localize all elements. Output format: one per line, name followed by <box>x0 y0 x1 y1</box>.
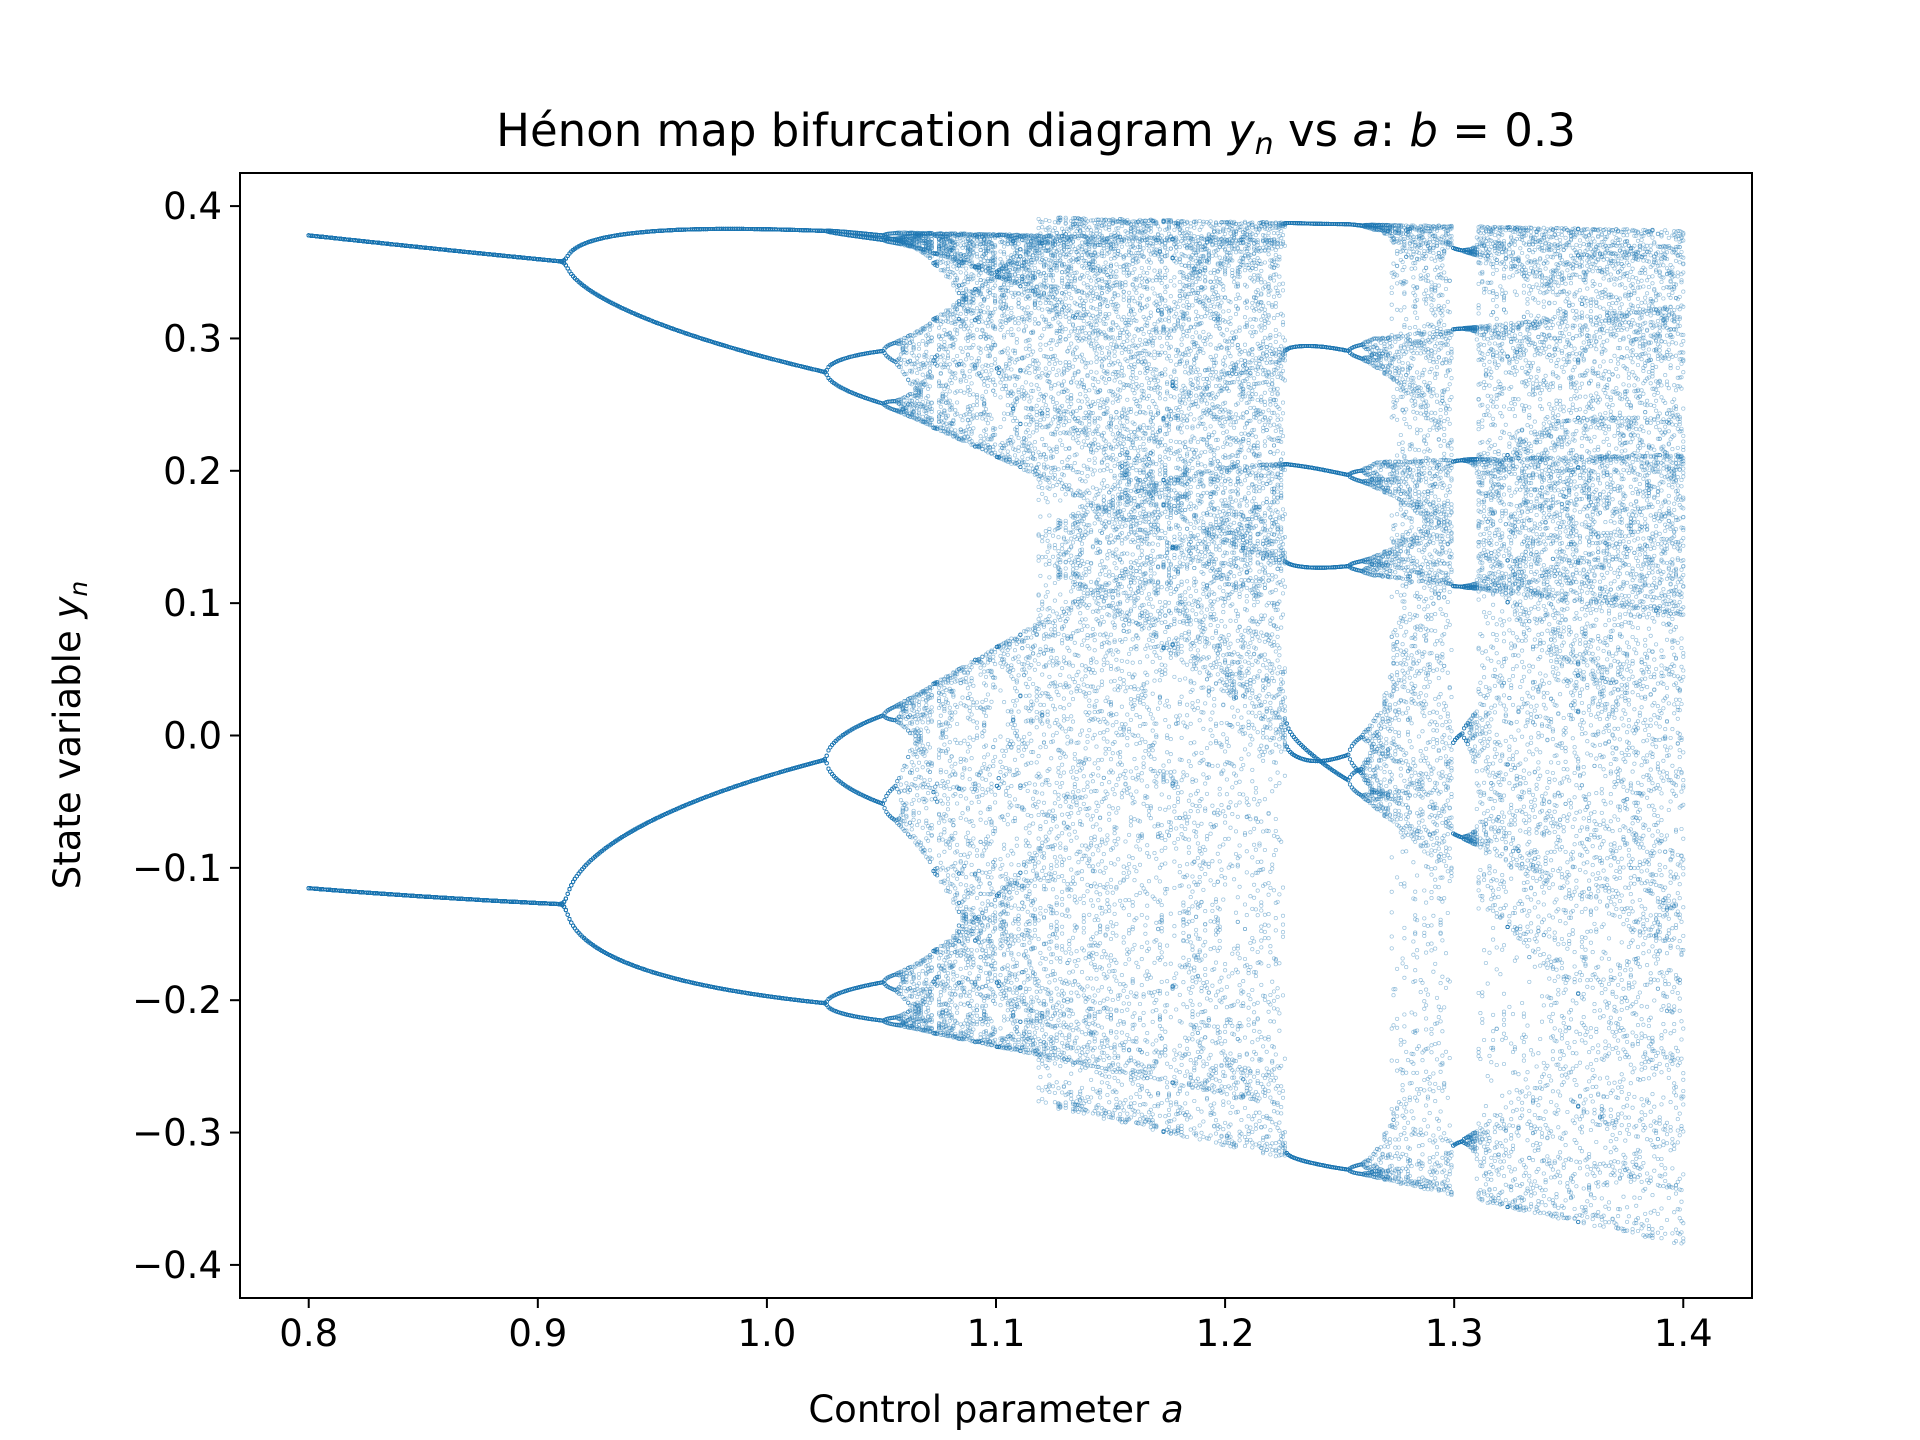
title-y-var: y <box>1226 104 1256 157</box>
title-prefix: Hénon map bifurcation diagram <box>496 104 1228 157</box>
title-colon: : <box>1380 104 1409 157</box>
scatter-points <box>307 216 1685 1245</box>
title-vs: vs <box>1274 104 1353 157</box>
title-b-var: b <box>1409 104 1438 157</box>
title-b-value: = 0.3 <box>1438 104 1576 157</box>
title-a-var: a <box>1352 104 1380 157</box>
title-y-subscript: n <box>1255 127 1274 162</box>
chart-title: Hénon map bifurcation diagram yn vs a: b… <box>496 104 1576 162</box>
